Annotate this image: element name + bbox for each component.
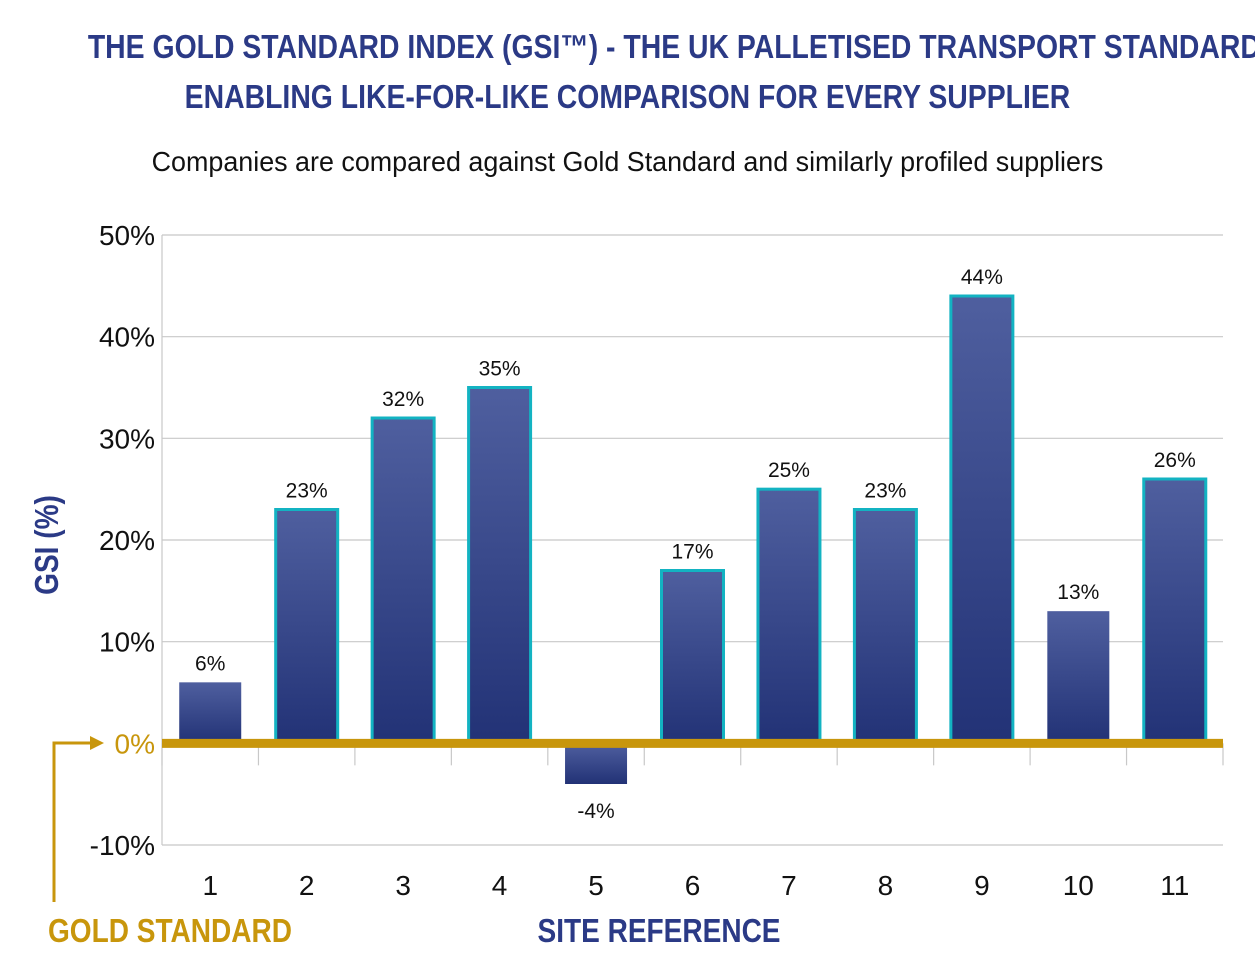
x-tick-label-10: 10 [1063, 870, 1094, 901]
bars [179, 294, 1208, 784]
y-tick-label-5: 0% [115, 728, 155, 759]
y-tick-label-3: 20% [99, 525, 155, 556]
data-label-site-2: 23% [286, 480, 328, 503]
data-label-site-5: -4% [577, 800, 614, 823]
bar-site-5 [565, 743, 628, 784]
data-label-site-7: 25% [768, 459, 810, 482]
bar-site-2 [274, 508, 340, 745]
bar-site-6 [660, 569, 725, 745]
y-tick-label-6: -10% [90, 830, 155, 861]
gold-standard-arrow [52, 736, 104, 902]
data-label-site-10: 13% [1057, 581, 1099, 604]
x-tick-label-2: 2 [299, 870, 315, 901]
data-label-site-9: 44% [961, 266, 1003, 289]
bar-site-4 [467, 386, 533, 745]
y-axis-label: GSI (%) [29, 495, 66, 595]
y-tick-label-2: 30% [99, 423, 155, 454]
data-label-site-8: 23% [864, 480, 906, 503]
data-label-site-4: 35% [479, 358, 521, 381]
x-axis-label: SITE REFERENCE [537, 913, 780, 950]
x-tick-label-11: 11 [1160, 870, 1189, 901]
chart-subtitle: Companies are compared against Gold Stan… [151, 146, 1104, 177]
x-tick-label-4: 4 [492, 870, 508, 901]
data-label-site-3: 32% [382, 388, 424, 411]
y-tick-label-4: 10% [99, 627, 155, 658]
x-tick-label-3: 3 [395, 870, 411, 901]
bar-site-7 [756, 487, 822, 745]
chart-title-line-2: ENABLING LIKE-FOR-LIKE COMPARISON FOR EV… [184, 78, 1071, 115]
y-tick-label-1: 40% [99, 322, 155, 353]
y-tick-label-0: 50% [99, 220, 155, 251]
data-label-site-6: 17% [671, 541, 713, 564]
bar-site-9 [949, 294, 1015, 745]
gold-standard-label: GOLD STANDARD [48, 913, 292, 950]
bar-site-1 [179, 682, 242, 744]
x-tick-label-8: 8 [878, 870, 894, 901]
bar-site-3 [370, 416, 436, 745]
x-axis-tick-labels: 1 2 3 4 5 6 7 8 9 10 11 [202, 870, 1189, 901]
data-labels: 6% 23% 32% 35% -4% 17% 25% 23% 44% 13% 26% [195, 266, 1196, 823]
bar-site-8 [852, 508, 918, 745]
data-label-site-1: 6% [195, 652, 225, 675]
x-tick-label-6: 6 [685, 870, 701, 901]
bar-site-10 [1047, 611, 1110, 744]
data-label-site-11: 26% [1154, 449, 1196, 472]
x-tick-label-1: 1 [202, 870, 218, 901]
chart-title-line-1: THE GOLD STANDARD INDEX (GSI™) - THE UK … [87, 28, 1255, 65]
x-tick-label-7: 7 [781, 870, 797, 901]
x-tick-label-9: 9 [974, 870, 990, 901]
x-tick-label-5: 5 [588, 870, 604, 901]
y-axis-tick-labels: 50% 40% 30% 20% 10% 0% -10% [90, 220, 155, 861]
bar-site-11 [1142, 477, 1208, 745]
